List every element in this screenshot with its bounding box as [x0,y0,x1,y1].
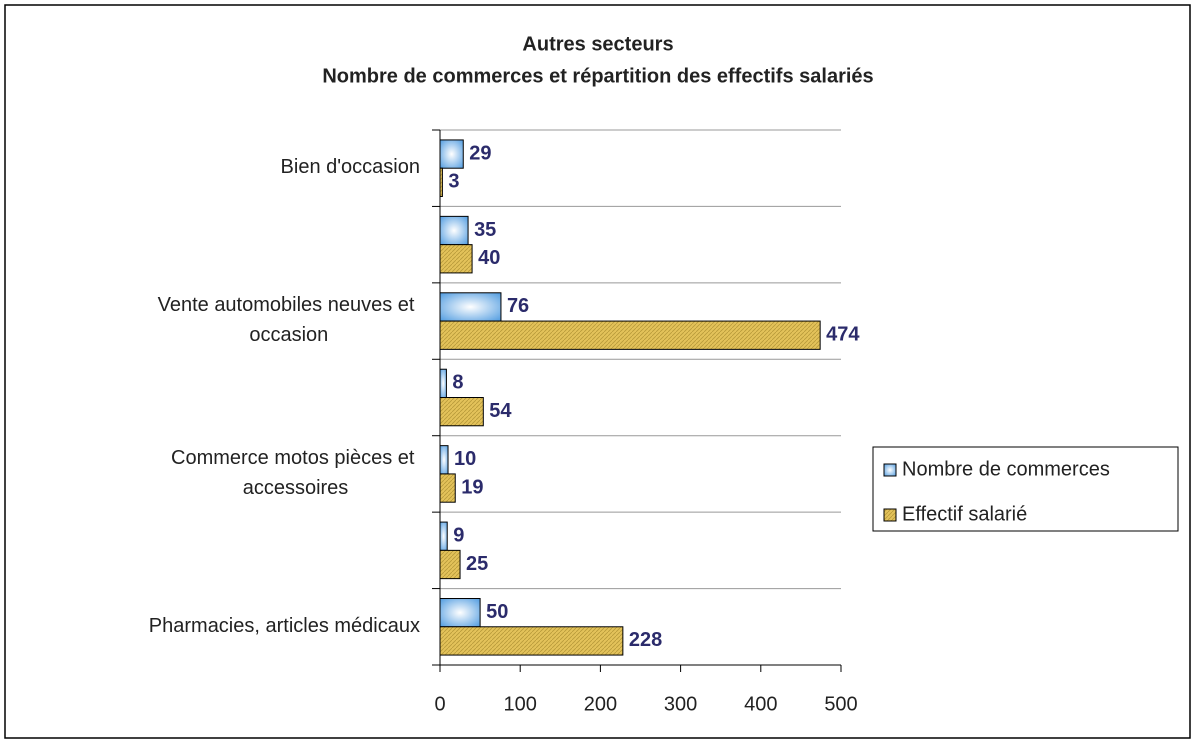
bar [439,397,484,427]
y-tick-label: Bien d'occasion [281,156,420,178]
y-tick-label: Vente automobiles neuves et occasion [158,294,420,346]
bar [439,521,448,551]
data-label: 474 [826,323,860,345]
x-tick-label: 100 [504,693,537,715]
chart-subtitle: Nombre de commerces et répartition des e… [322,65,873,87]
legend-box [872,446,1179,532]
data-label: 76 [507,295,529,317]
bar [439,598,481,628]
data-label: 50 [486,601,508,623]
x-tick-label: 500 [824,693,857,715]
bar [439,368,447,399]
legend-label: Nombre de commerces [902,458,1110,480]
data-label: 29 [469,142,491,164]
bar [439,215,469,246]
data-label: 3 [448,171,459,193]
legend-marker [883,463,897,477]
y-tick-label: Pharmacies, articles médicaux [149,615,420,637]
x-tick-label: 400 [744,693,777,715]
bar [439,626,624,656]
data-label: 228 [629,629,662,651]
data-label: 25 [466,553,488,575]
data-label: 8 [452,372,463,394]
x-tick-label: 200 [584,693,617,715]
data-label: 40 [478,247,500,269]
bar [439,167,443,197]
bar [439,473,456,503]
legend-marker [883,508,897,522]
bar [439,292,502,322]
x-tick-label: 300 [664,693,697,715]
data-label: 54 [489,400,512,422]
data-label: 19 [461,476,483,498]
y-tick-label: Commerce motos pièces et accessoires [171,447,420,499]
legend-label: Effectif salarié [902,503,1027,525]
bar [439,139,464,169]
chart-title: Autres secteurs [522,33,673,55]
bar [439,320,821,350]
chart-border [4,4,1191,739]
data-label: 9 [453,524,464,546]
bar [439,549,461,580]
bar [439,445,449,475]
data-label: 10 [454,448,476,470]
x-tick-label: 0 [434,693,445,715]
bar [439,244,473,274]
data-label: 35 [474,219,496,241]
